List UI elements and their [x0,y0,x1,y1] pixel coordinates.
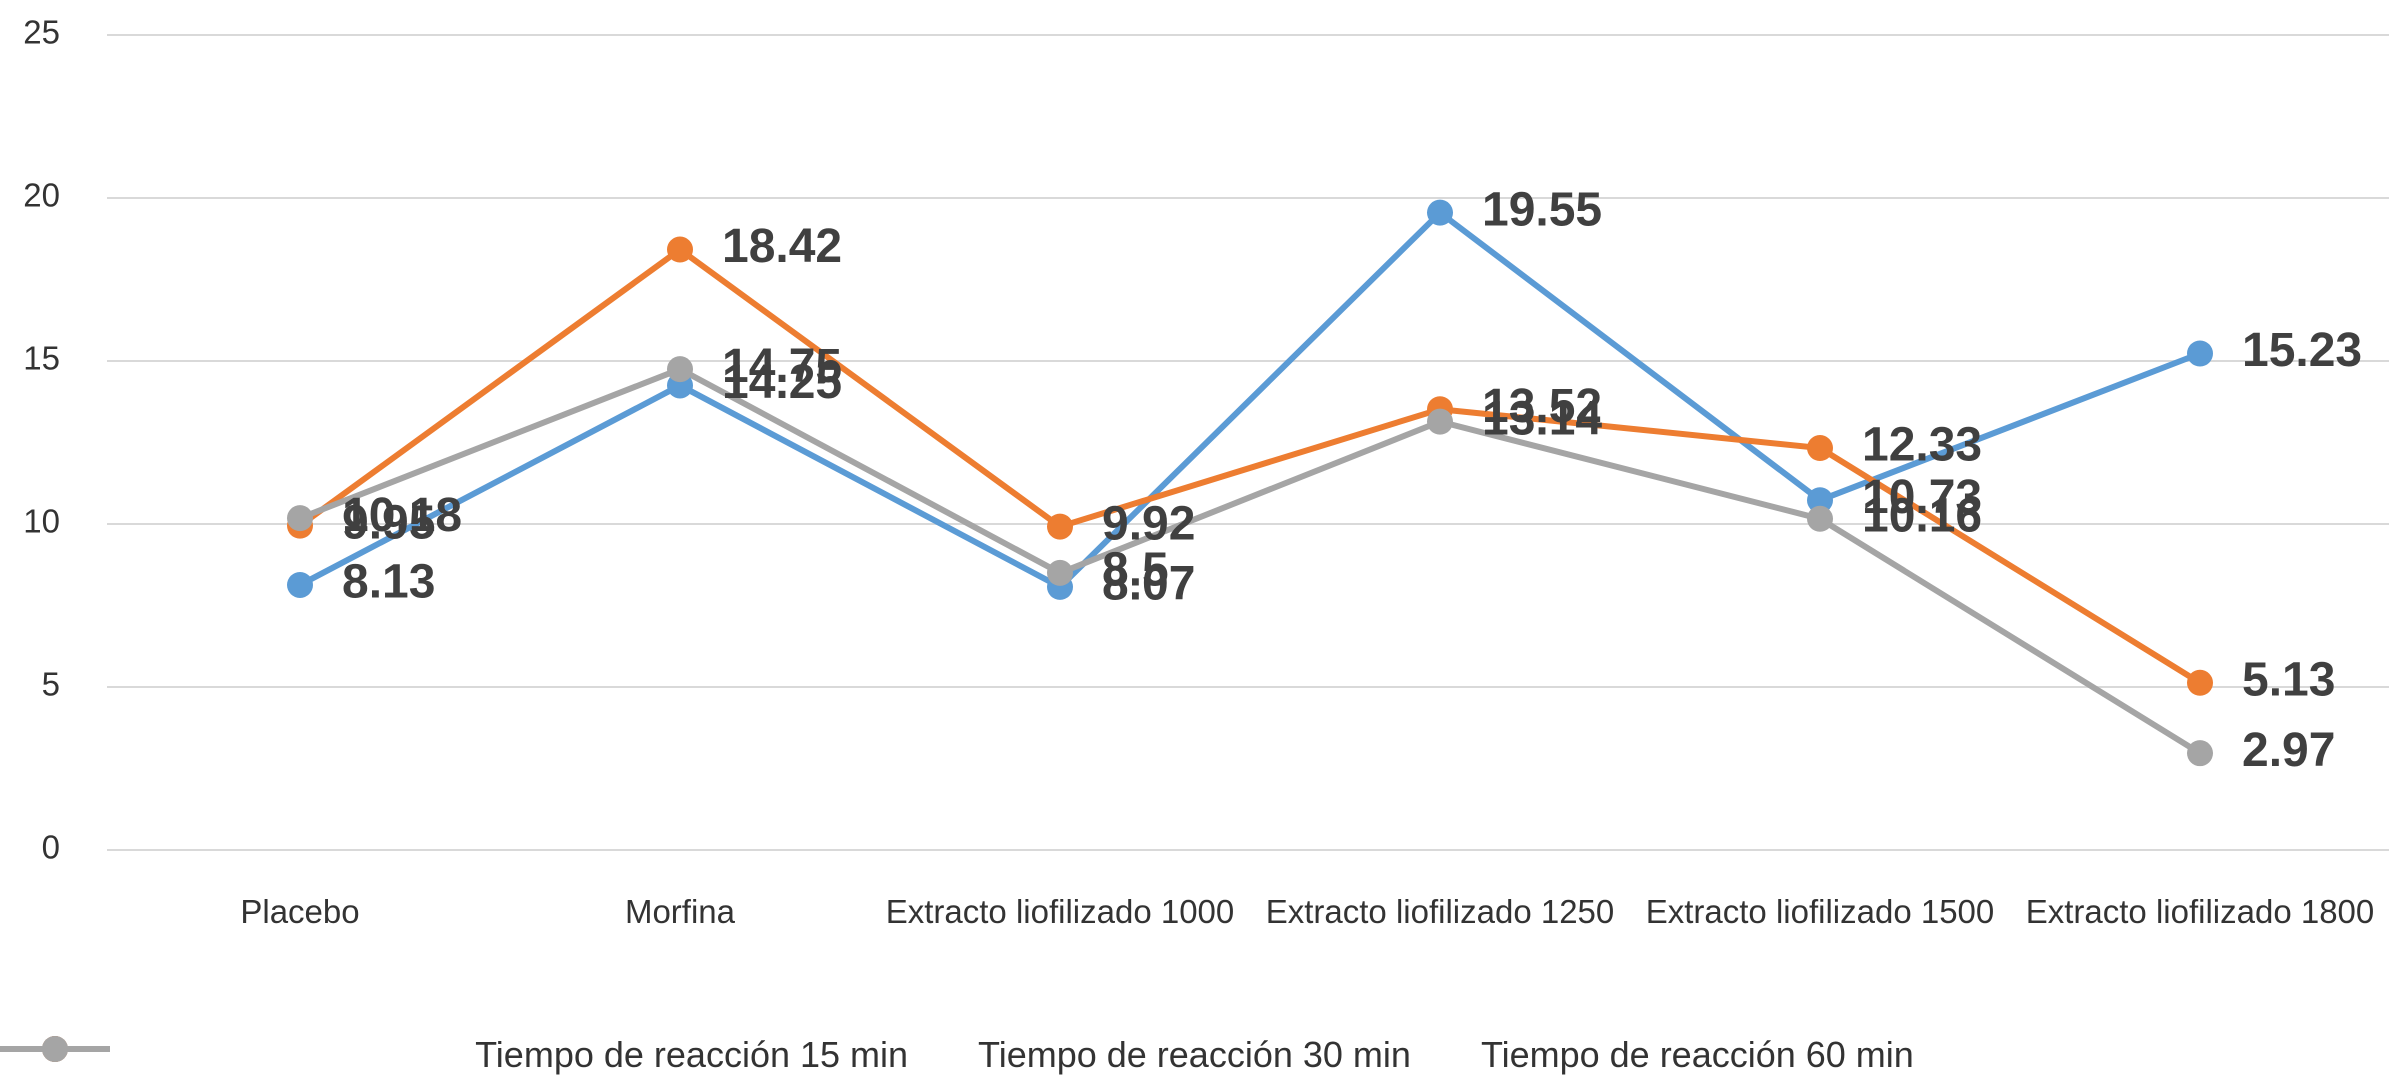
y-tick-label: 10 [23,503,60,540]
marker [1807,435,1833,462]
marker [287,505,313,532]
y-tick-label: 20 [23,177,60,214]
x-tick-label: Extracto liofilizado 1500 [1645,893,1995,930]
marker [287,571,313,598]
series-line [298,245,2202,686]
marker [1427,199,1453,226]
data-label: 13.14 [1482,392,1602,445]
data-label: 14.75 [722,340,842,393]
data-label: 14.25 [722,356,842,409]
data-label: 10.73 [1862,471,1982,524]
marker [667,236,693,263]
data-label: 5.13 [2242,653,2335,706]
marker [1047,513,1073,540]
y-tick-label: 5 [42,666,60,703]
data-label: 19.55 [1482,183,1602,236]
x-tick-label: Extracto liofilizado 1000 [885,893,1235,930]
marker [1427,408,1453,435]
legend-item: Tiempo de reacción 60 min [0,1034,1914,1076]
data-label: 12.33 [1862,419,1982,472]
series-line [298,365,2202,756]
legend-item: Tiempo de reacción 15 min [0,1034,909,1076]
data-label: 13.52 [1482,380,1602,433]
marker [2187,340,2213,367]
marker [2187,669,2213,696]
data-label: 8.13 [342,556,435,609]
data-label: 15.23 [2242,324,2362,377]
data-label: 8.5 [1102,544,1169,597]
data-label: 18.42 [722,220,842,273]
data-label: 10.16 [1862,489,1982,542]
legend-swatch [0,1036,110,1062]
data-label: 8.07 [1102,558,1195,611]
legend: Tiempo de reacción 15 min Tiempo de reacc… [0,1034,2389,1076]
legend-item: Tiempo de reacción 30 min [0,1034,1411,1076]
x-tick-label: Placebo [240,893,360,930]
x-tick-label: Extracto liofilizado 1800 [2025,893,2375,930]
marker [667,356,693,383]
legend-marker [42,1036,68,1062]
x-tick-label: Extracto liofilizado 1250 [1265,893,1615,930]
data-label: 10.18 [342,489,462,542]
legend-label: Tiempo de reacción 30 min [978,1034,1411,1075]
marker [1047,559,1073,586]
y-tick-label: 25 [23,14,60,51]
data-label: 2.97 [2242,724,2335,777]
legend-label: Tiempo de reacción 15 min [475,1034,909,1075]
series-line [298,208,2202,591]
y-tick-label: 15 [23,340,60,377]
legend-label: Tiempo de reacción 60 min [1480,1034,1914,1075]
marker [2187,740,2213,767]
y-tick-label: 0 [42,829,60,866]
marker [1807,505,1833,532]
x-tick-label: Morfina [624,893,736,930]
data-label: 9.92 [1102,497,1195,550]
marker [1807,487,1833,514]
data-label: 9.95 [342,496,435,549]
